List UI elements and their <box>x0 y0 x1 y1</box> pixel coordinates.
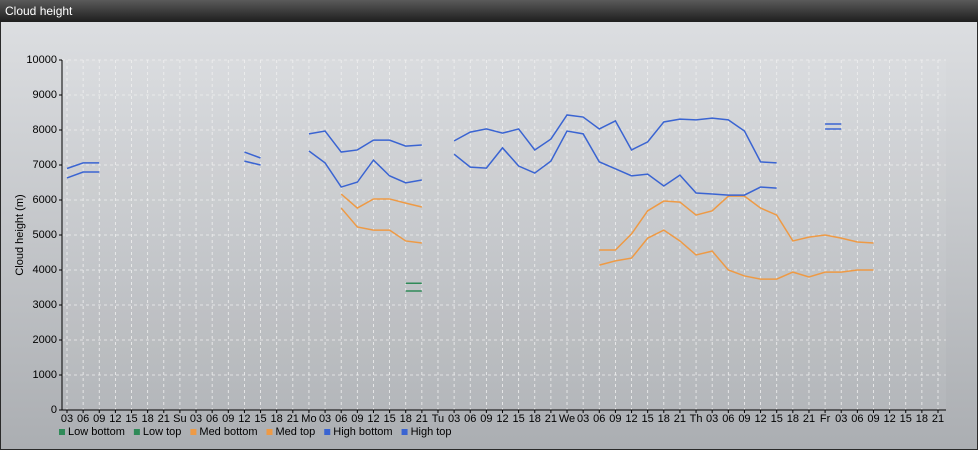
x-tick-label: 21 <box>416 413 428 425</box>
legend-swatch <box>266 429 273 435</box>
x-tick-label: 03 <box>577 413 589 425</box>
x-tick-label: 06 <box>464 413 476 425</box>
x-tick-label: Mo <box>301 413 316 425</box>
plot-area <box>62 60 946 410</box>
x-tick-label: 09 <box>867 413 879 425</box>
x-tick-label: 06 <box>206 413 218 425</box>
series-line <box>340 207 874 280</box>
x-tick-label: 12 <box>238 413 250 425</box>
legend-label: High top <box>411 426 452 438</box>
legend-label: Med bottom <box>199 426 257 438</box>
chart: Cloud height (m) 0 1000 2000 3000 4000 5000 60… <box>1 22 977 449</box>
x-tick-label: 12 <box>754 413 766 425</box>
x-tick-label: 15 <box>642 413 654 425</box>
x-tick-label: 06 <box>851 413 863 425</box>
x-tick-label: Th <box>690 413 703 425</box>
x-tick-label: 18 <box>658 413 670 425</box>
legend-label: Med top <box>276 426 316 438</box>
x-tick-label: Fr <box>820 413 831 425</box>
x-tick-label: 18 <box>529 413 541 425</box>
x-tick-label: 09 <box>351 413 363 425</box>
legend-swatch <box>133 429 140 435</box>
x-tick-label: Su <box>173 413 186 425</box>
y-tick-label: 1000 <box>33 369 57 381</box>
x-tick-label: 15 <box>383 413 395 425</box>
x-tick-label: 06 <box>722 413 734 425</box>
x-tick-label: 09 <box>609 413 621 425</box>
legend-swatch <box>59 429 65 435</box>
legend-swatch <box>324 429 331 435</box>
y-tick-label: 0 <box>51 404 57 416</box>
x-tick-label: 06 <box>593 413 605 425</box>
y-tick-label: 6000 <box>33 194 57 206</box>
x-tick-label: 03 <box>835 413 847 425</box>
x-tick-label: 09 <box>93 413 105 425</box>
x-tick-label: 21 <box>287 413 299 425</box>
x-tick-label: 03 <box>319 413 331 425</box>
legend-swatch <box>190 429 197 435</box>
y-axis-label: Cloud height (m) <box>14 194 26 275</box>
window-title: Cloud height <box>0 0 978 22</box>
y-tick-label: 9000 <box>33 89 57 101</box>
legend-label: Low top <box>143 426 182 438</box>
y-tick-label: 2000 <box>33 334 57 346</box>
x-tick-label: 03 <box>706 413 718 425</box>
legend-label: High bottom <box>333 426 392 438</box>
x-tick-label: 09 <box>222 413 234 425</box>
y-tick-label: 3000 <box>33 299 57 311</box>
legend-label: Low bottom <box>68 426 125 438</box>
x-tick-label: 15 <box>771 413 783 425</box>
y-tick-label: 8000 <box>33 124 57 136</box>
x-tick-label: 21 <box>545 413 557 425</box>
y-tick-label: 7000 <box>33 159 57 171</box>
x-tick-label: 15 <box>254 413 266 425</box>
series-line <box>340 193 874 251</box>
legend-swatch <box>401 429 408 435</box>
x-tick-label: 21 <box>158 413 170 425</box>
x-tick-label: 21 <box>674 413 686 425</box>
x-tick-label: 03 <box>190 413 202 425</box>
x-tick-label: 21 <box>803 413 815 425</box>
x-tick-label: 15 <box>900 413 912 425</box>
x-tick-label: 09 <box>738 413 750 425</box>
x-tick-label: 06 <box>77 413 89 425</box>
y-tick-label: 5000 <box>33 229 57 241</box>
x-tick-label: 12 <box>496 413 508 425</box>
series-line <box>66 114 842 170</box>
x-tick-label: 18 <box>787 413 799 425</box>
y-tick-label: 4000 <box>33 264 57 276</box>
x-tick-label: 09 <box>480 413 492 425</box>
x-tick-label: 15 <box>513 413 525 425</box>
x-tick-label: 03 <box>448 413 460 425</box>
x-tick-label: 12 <box>367 413 379 425</box>
x-tick-label: 18 <box>400 413 412 425</box>
x-tick-label: 12 <box>109 413 121 425</box>
x-tick-label: 12 <box>883 413 895 425</box>
x-tick-label: 18 <box>142 413 154 425</box>
x-tick-label: We <box>559 413 575 425</box>
x-tick-label: 03 <box>61 413 73 425</box>
x-tick-label: 06 <box>335 413 347 425</box>
x-tick-label: 18 <box>916 413 928 425</box>
x-tick-label: 12 <box>625 413 637 425</box>
y-tick-label: 10000 <box>26 54 57 66</box>
x-tick-label: 18 <box>271 413 283 425</box>
x-tick-label: 15 <box>125 413 137 425</box>
x-tick-label: 21 <box>932 413 944 425</box>
series-line <box>66 128 842 196</box>
x-tick-label: Tu <box>432 413 444 425</box>
